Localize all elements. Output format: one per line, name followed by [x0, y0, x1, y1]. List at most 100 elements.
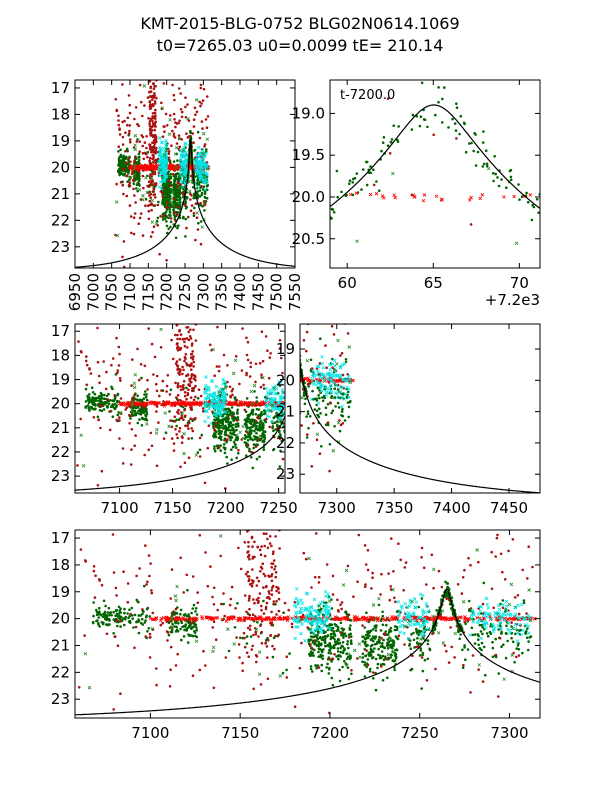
data-point-kmt-dots-green	[200, 193, 203, 197]
data-point-kmt-dots-green	[330, 623, 334, 626]
data-point-kmt-model-green	[545, 237, 548, 240]
data-point-kmt-dots-darkred	[151, 141, 154, 144]
x-tick-label: 65	[424, 274, 443, 292]
x-tick-label: 7450	[490, 499, 528, 517]
data-point-kmt-dots-green	[116, 624, 119, 628]
data-point-kmt-dots-darkred	[157, 421, 160, 424]
data-point-kmt-dots-darkred	[309, 309, 312, 312]
data-point-kmt-x-cyan	[199, 172, 203, 177]
data-point-kmt-dots-green	[126, 149, 129, 153]
x-tick-label: 7200	[158, 273, 176, 311]
data-point-kmt-dots-green	[249, 422, 253, 426]
data-point-kmt-dots-darkred	[151, 153, 154, 157]
data-point-kmt-dots-darkred	[96, 326, 99, 330]
data-point-kmt-x-green	[133, 143, 137, 147]
data-point-kmt-x-cyan	[264, 398, 269, 402]
data-point-kmt-x-green	[133, 372, 138, 377]
data-point-kmt-dots-darkred	[265, 417, 268, 421]
data-point-kmt-dots-green	[226, 428, 230, 432]
data-point-kmt-x-cyan	[196, 151, 201, 156]
data-point-kmt-dots-green	[140, 621, 143, 625]
data-point-kmt-model-green	[344, 194, 348, 198]
data-point-kmt-dots-darkred	[175, 433, 178, 436]
data-point-kmt-x-cyan	[277, 408, 281, 413]
data-point-kmt-dots-green	[135, 620, 138, 623]
data-point-kmt-dots-darkred	[171, 357, 175, 361]
data-point-kmt-x-green	[168, 211, 172, 216]
data-point-kmt-dots-green	[143, 393, 146, 396]
data-point-kmt-dots-green	[255, 396, 258, 399]
data-point-kmt-dots-green	[319, 337, 322, 341]
data-point-kmt-model-green	[316, 218, 319, 221]
data-point-kmt-x-cyan	[202, 161, 207, 165]
data-point-kmt-dots-green	[119, 607, 122, 610]
data-point-kmt-x-cyan	[223, 410, 228, 414]
data-point-kmt-dots-darkred	[147, 117, 150, 120]
data-point-kmt-x-red	[306, 378, 311, 383]
data-point-kmt-x-cyan	[199, 169, 204, 174]
data-point-kmt-x-cyan	[329, 379, 333, 384]
data-point-kmt-dots-darkred	[183, 359, 186, 363]
data-point-kmt-x-green	[79, 433, 83, 438]
data-point-kmt-dots-darkred	[187, 427, 190, 430]
data-point-kmt-dots-green	[321, 657, 325, 660]
data-point-kmt-dots-darkred	[109, 409, 113, 413]
data-point-kmt-x-cyan	[163, 153, 168, 157]
data-point-kmt-x-red	[392, 193, 396, 197]
data-point-kmt-x-cyan	[182, 154, 186, 158]
data-point-kmt-dots-green	[145, 412, 149, 416]
data-point-kmt-dots-darkred	[177, 408, 180, 412]
data-point-kmt-dots-green	[192, 194, 196, 198]
data-point-kmt-dots-darkred	[154, 196, 157, 199]
data-point-kmt-x-cyan	[318, 385, 323, 390]
data-point-kmt-x-cyan	[218, 388, 222, 392]
data-point-kmt-dots-darkred	[215, 422, 218, 425]
data-point-kmt-dots-darkred	[132, 146, 136, 149]
data-point-kmt-model-green	[419, 115, 423, 118]
data-point-kmt-x-green	[81, 463, 86, 468]
data-point-kmt-dots-darkred	[149, 69, 152, 72]
data-point-kmt-x-green	[238, 430, 242, 435]
data-point-kmt-model-green	[492, 179, 495, 183]
data-point-kmt-x-red	[174, 401, 179, 406]
data-point-kmt-x-cyan	[164, 145, 169, 149]
data-point-kmt-dots-green	[187, 621, 191, 625]
data-point-kmt-model-green	[381, 141, 385, 144]
data-point-kmt-x-green	[337, 390, 341, 394]
data-point-kmt-dots-darkred	[278, 347, 282, 350]
data-point-kmt-dots-darkred	[153, 111, 157, 115]
data-point-kmt-x-cyan	[202, 404, 207, 408]
data-point-kmt-x-cyan	[221, 377, 225, 382]
data-point-kmt-dots-darkred	[159, 215, 162, 218]
data-point-kmt-dots-darkred	[148, 199, 152, 203]
data-point-kmt-dots-green	[255, 400, 259, 403]
data-point-kmt-dots-green	[173, 201, 177, 205]
data-point-kmt-x-cyan	[184, 150, 189, 155]
data-point-kmt-dots-darkred	[129, 215, 133, 218]
data-point-kmt-dots-darkred	[455, 137, 458, 140]
data-point-kmt-dots-darkred	[118, 377, 122, 380]
data-point-kmt-dots-green	[194, 634, 197, 638]
data-point-kmt-dots-green	[119, 148, 122, 152]
data-point-kmt-dots-darkred	[149, 95, 153, 98]
data-point-kmt-dots-darkred	[165, 384, 169, 388]
data-point-kmt-model-green	[482, 130, 485, 133]
data-point-kmt-dots-darkred	[192, 328, 195, 332]
data-point-kmt-dots-green	[333, 634, 337, 637]
data-point-kmt-dots-green	[197, 221, 200, 225]
data-point-kmt-dots-darkred	[206, 446, 210, 450]
data-point-kmt-x-cyan	[333, 369, 338, 373]
data-point-kmt-x-cyan	[332, 358, 337, 363]
data-point-kmt-dots-darkred	[146, 155, 149, 159]
data-point-kmt-dots-darkred	[128, 103, 131, 107]
data-point-kmt-dots-darkred	[192, 355, 195, 359]
data-point-kmt-x-cyan	[206, 396, 211, 400]
data-point-kmt-dots-darkred	[152, 190, 155, 194]
data-point-kmt-dots-green	[235, 416, 239, 420]
data-point-kmt-dots-darkred	[188, 134, 191, 138]
data-point-kmt-dots-green	[172, 174, 176, 178]
data-point-kmt-dots-green	[173, 183, 176, 186]
data-point-kmt-dots-darkred	[200, 185, 203, 188]
data-point-kmt-x-green	[133, 133, 138, 138]
data-point-kmt-x-cyan	[193, 162, 198, 166]
